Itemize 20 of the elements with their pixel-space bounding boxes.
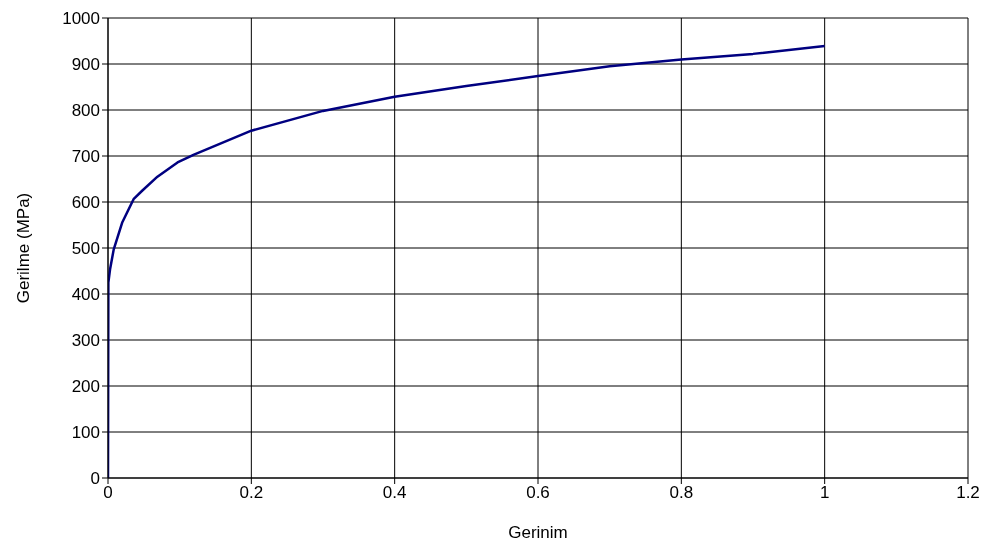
y-tick-label: 300 [71, 331, 100, 351]
y-tick-label: 800 [71, 101, 100, 121]
y-tick-label: 200 [71, 377, 100, 397]
x-tick-label: 0.4 [382, 483, 407, 503]
x-tick-label: 0 [103, 483, 113, 503]
x-tick-label: 0.8 [669, 483, 694, 503]
y-tick-label: 600 [71, 193, 100, 213]
y-axis-title: Gerilme (MPa) [14, 192, 34, 304]
y-tick-label: 100 [71, 423, 100, 443]
y-tick-label: 900 [71, 55, 100, 75]
x-axis-title: Gerinim [508, 523, 568, 542]
x-tick-label: 1.2 [956, 483, 980, 503]
y-tick-label: 0 [90, 469, 100, 489]
y-tick-label: 700 [71, 147, 100, 167]
x-tick-label: 1 [819, 483, 830, 503]
y-tick-label: 1000 [62, 9, 100, 29]
x-tick-label: 0.6 [526, 483, 550, 503]
y-tick-label: 400 [71, 285, 100, 305]
x-tick-label: 0.2 [239, 483, 264, 503]
y-tick-label: 500 [71, 239, 100, 259]
